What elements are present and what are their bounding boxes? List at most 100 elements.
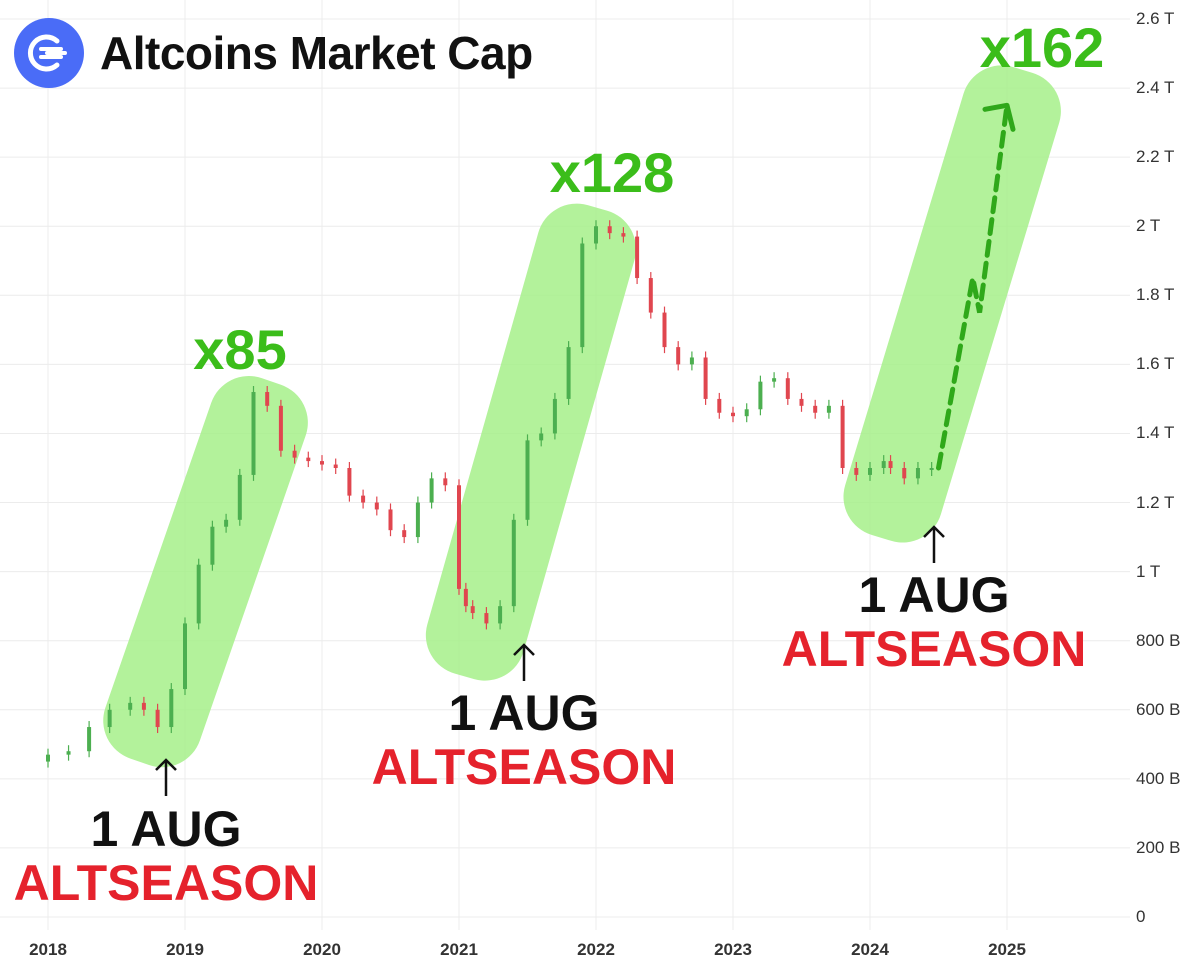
x-tick-label: 2021 bbox=[440, 940, 478, 959]
y-tick-label: 2.2 T bbox=[1136, 147, 1175, 167]
candle-body bbox=[388, 509, 393, 531]
y-tick-label: 1.8 T bbox=[1136, 285, 1175, 305]
candle-body bbox=[689, 357, 694, 365]
altseason-annotation-2: 1 AUG ALTSEASON bbox=[372, 688, 677, 792]
y-tick-label: 2.6 T bbox=[1136, 9, 1175, 28]
candle-body bbox=[868, 468, 872, 475]
x-tick-label: 2024 bbox=[851, 940, 889, 959]
candle-body bbox=[484, 613, 489, 624]
candle-body bbox=[539, 433, 544, 441]
y-tick-label: 2.4 T bbox=[1136, 78, 1175, 98]
candle-body bbox=[210, 526, 215, 565]
annotation-label: ALTSEASON bbox=[371, 739, 677, 795]
projection-line bbox=[936, 102, 1010, 471]
annotation-label: ALTSEASON bbox=[13, 855, 319, 911]
candle-body bbox=[87, 727, 92, 752]
x-tick-label: 2020 bbox=[303, 940, 341, 959]
candle-body bbox=[169, 689, 174, 728]
x-tick-label: 2019 bbox=[166, 940, 204, 959]
coin-logo-icon bbox=[14, 18, 84, 88]
candle-body bbox=[915, 468, 920, 479]
candle-body bbox=[278, 405, 283, 451]
candle-body bbox=[785, 378, 790, 399]
chart-title: Altcoins Market Cap bbox=[100, 27, 533, 79]
candle-body bbox=[758, 381, 763, 410]
candle-body bbox=[799, 398, 804, 406]
candle-body bbox=[888, 461, 893, 468]
y-tick-label: 2 T bbox=[1136, 216, 1161, 236]
multiplier-label-3: x162 bbox=[979, 16, 1105, 79]
candle-body bbox=[854, 468, 859, 475]
y-tick-label: 1.6 T bbox=[1136, 354, 1175, 374]
candle-body bbox=[463, 588, 468, 607]
candle-body bbox=[635, 236, 640, 279]
altseason-annotation-3: 1 AUG ALTSEASON bbox=[782, 570, 1087, 674]
y-tick-label: 0 bbox=[1136, 907, 1146, 926]
candle-body bbox=[457, 485, 461, 589]
chart-header: Altcoins Market Cap bbox=[14, 18, 533, 88]
y-tick-label: 600 B bbox=[1136, 699, 1181, 719]
highlight-band-1 bbox=[103, 376, 308, 768]
candle-body bbox=[566, 347, 571, 399]
candle-body bbox=[251, 392, 256, 475]
candle-body bbox=[333, 464, 338, 468]
x-tick-label: 2022 bbox=[577, 940, 615, 959]
up-arrow-icon bbox=[923, 525, 945, 563]
candle-body bbox=[265, 392, 270, 406]
candle-body bbox=[128, 702, 133, 710]
candle-body bbox=[813, 405, 818, 413]
up-arrow-icon bbox=[513, 643, 535, 681]
y-tick-label: 1 T bbox=[1136, 561, 1161, 581]
projection-arrowhead bbox=[982, 102, 1016, 132]
candle-body bbox=[141, 702, 146, 710]
x-tick-label: 2018 bbox=[29, 940, 67, 959]
candle-body bbox=[731, 412, 735, 417]
multiplier-label-2: x128 bbox=[549, 141, 675, 204]
annotation-date: 1 AUG bbox=[90, 801, 242, 857]
y-tick-label: 400 B bbox=[1136, 768, 1181, 788]
candle-body bbox=[402, 530, 407, 538]
candle-body bbox=[183, 623, 187, 690]
candle-body bbox=[470, 606, 475, 614]
y-tick-label: 1.2 T bbox=[1136, 492, 1175, 512]
candle-body bbox=[902, 468, 907, 479]
candle-body bbox=[498, 606, 503, 624]
candle-body bbox=[224, 519, 229, 527]
highlight-band-3 bbox=[843, 65, 1061, 543]
candle-body bbox=[717, 398, 722, 413]
candle-body bbox=[429, 478, 434, 503]
multiplier-label-1: x85 bbox=[193, 318, 287, 381]
y-tick-label: 1.4 T bbox=[1136, 423, 1175, 443]
candle-body bbox=[929, 468, 934, 470]
candle-body bbox=[415, 502, 420, 538]
candle-body bbox=[676, 347, 681, 365]
candle-body bbox=[552, 398, 557, 434]
candle-body bbox=[881, 461, 886, 468]
x-tick-label: 2023 bbox=[714, 940, 752, 959]
candle-body bbox=[292, 450, 297, 458]
candle-body bbox=[607, 226, 612, 234]
altseason-annotation-1: 1 AUG ALTSEASON bbox=[14, 804, 319, 908]
candle-body bbox=[744, 409, 749, 417]
x-tick-label: 2025 bbox=[988, 940, 1026, 959]
candle-body bbox=[840, 405, 845, 468]
candle-body bbox=[155, 709, 160, 728]
candle-body bbox=[525, 440, 530, 520]
y-tick-label: 800 B bbox=[1136, 630, 1181, 650]
candle-body bbox=[347, 468, 352, 496]
candle-body bbox=[826, 405, 831, 413]
candle-body bbox=[46, 754, 50, 762]
candle-body bbox=[306, 457, 311, 462]
candle-body bbox=[107, 709, 112, 728]
candle-body bbox=[443, 478, 448, 486]
annotation-date: 1 AUG bbox=[858, 567, 1010, 623]
candle-body bbox=[320, 461, 324, 465]
candle-body bbox=[594, 226, 598, 244]
candle-body bbox=[66, 751, 71, 755]
candle-body bbox=[772, 378, 777, 382]
annotation-label: ALTSEASON bbox=[781, 621, 1087, 677]
highlight-band-2 bbox=[425, 203, 637, 681]
candle-body bbox=[662, 312, 667, 348]
candle-body bbox=[374, 502, 379, 510]
